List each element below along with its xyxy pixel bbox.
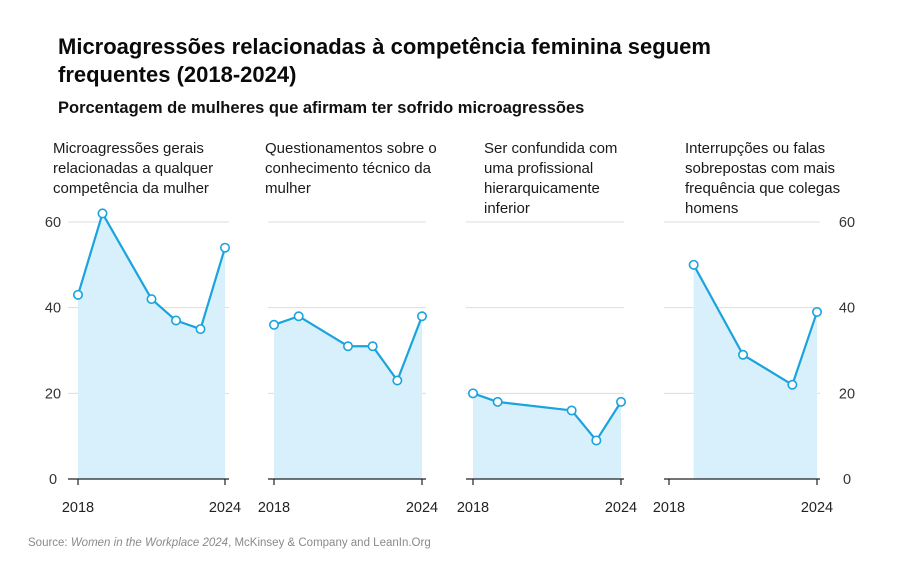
- source-note: Source: Women in the Workplace 2024, McK…: [28, 537, 431, 549]
- source-suffix: , McKinsey & Company and LeanIn.Org: [228, 537, 431, 549]
- data-point: [171, 315, 182, 326]
- series-line: [692, 264, 819, 386]
- data-point: [737, 349, 748, 360]
- y-tick-label: 0: [843, 472, 851, 488]
- area-fill: [274, 316, 422, 479]
- panel-4-title: Interrupções ou falas sobrepostas com ma…: [685, 140, 841, 217]
- data-point: [146, 294, 157, 305]
- data-point: [416, 311, 427, 322]
- x-tick-label: 2018: [457, 500, 489, 516]
- data-point: [787, 379, 798, 390]
- series-line: [76, 212, 227, 331]
- x-tick-label: 2018: [653, 500, 685, 516]
- x-tick-label: 2018: [62, 500, 94, 516]
- panel-3-title: Ser confundida com uma profissional hier…: [484, 140, 618, 217]
- x-tick-label: 2024: [605, 500, 637, 516]
- y-tick-label: 40: [839, 301, 855, 317]
- data-point: [73, 289, 84, 300]
- data-point: [367, 341, 378, 352]
- area-fill: [693, 264, 817, 479]
- data-point: [811, 306, 822, 317]
- source-prefix: Source:: [28, 537, 71, 549]
- y-tick-label: 0: [49, 472, 57, 488]
- data-point: [688, 259, 699, 270]
- data-point: [268, 319, 279, 330]
- y-tick-label: 40: [45, 301, 61, 317]
- source-publication: Women in the Workplace 2024: [70, 537, 229, 549]
- data-point: [342, 341, 353, 352]
- data-point: [220, 242, 231, 253]
- data-point: [566, 405, 577, 416]
- x-tick-label: 2024: [209, 500, 241, 516]
- y-tick-label: 20: [839, 386, 855, 402]
- data-point: [97, 208, 108, 219]
- y-tick-label: 20: [45, 386, 61, 402]
- area-fill: [78, 213, 225, 479]
- chart-subtitle: Porcentagem de mulheres que afirmam ter …: [58, 99, 585, 117]
- area-fill: [473, 393, 621, 479]
- data-point: [467, 388, 478, 399]
- data-point: [492, 396, 503, 407]
- chart-title: Microagressões relacionadas à competênci…: [58, 34, 711, 87]
- data-point: [293, 311, 304, 322]
- y-tick-label: 60: [45, 215, 61, 231]
- data-point: [392, 375, 403, 386]
- x-tick-label: 2024: [406, 500, 438, 516]
- y-tick-label: 60: [839, 215, 855, 231]
- data-point: [615, 396, 626, 407]
- data-point: [195, 324, 206, 335]
- panel-1-title: Microagressões gerais relacionadas a qua…: [53, 140, 214, 197]
- panel-2-title: Questionamentos sobre o conhecimento téc…: [265, 140, 437, 197]
- x-tick-label: 2018: [258, 500, 290, 516]
- x-tick-label: 2024: [801, 500, 833, 516]
- data-point: [591, 435, 602, 446]
